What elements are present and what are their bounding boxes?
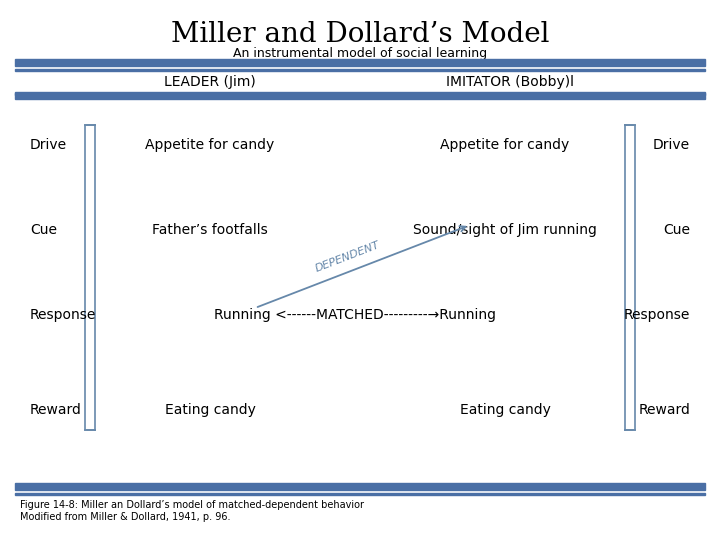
Text: Reward: Reward xyxy=(30,403,82,417)
Bar xyxy=(15,69,705,71)
Text: Father’s footfalls: Father’s footfalls xyxy=(152,223,268,237)
Text: Cue: Cue xyxy=(30,223,57,237)
Bar xyxy=(15,493,705,495)
Text: Eating candy: Eating candy xyxy=(459,403,550,417)
Text: Response: Response xyxy=(30,308,96,322)
Text: Reward: Reward xyxy=(638,403,690,417)
Text: LEADER (Jim): LEADER (Jim) xyxy=(164,75,256,89)
Bar xyxy=(15,93,705,95)
Bar xyxy=(15,92,705,99)
Text: Sound/sight of Jim running: Sound/sight of Jim running xyxy=(413,223,597,237)
Text: Appetite for candy: Appetite for candy xyxy=(441,138,570,152)
Text: Miller and Dollard’s Model: Miller and Dollard’s Model xyxy=(171,22,549,49)
Text: Figure 14-8: Miller an Dollard’s model of matched-dependent behavior: Figure 14-8: Miller an Dollard’s model o… xyxy=(20,500,364,510)
Text: DEPENDENT: DEPENDENT xyxy=(314,240,382,273)
Text: Response: Response xyxy=(624,308,690,322)
Text: Drive: Drive xyxy=(653,138,690,152)
Bar xyxy=(15,483,705,490)
Text: Cue: Cue xyxy=(663,223,690,237)
Text: Running <------MATCHED---------→Running: Running <------MATCHED---------→Running xyxy=(214,308,496,322)
Text: Eating candy: Eating candy xyxy=(165,403,256,417)
Text: Drive: Drive xyxy=(30,138,67,152)
Text: Appetite for candy: Appetite for candy xyxy=(145,138,274,152)
Bar xyxy=(15,59,705,66)
Text: Modified from Miller & Dollard, 1941, p. 96.: Modified from Miller & Dollard, 1941, p.… xyxy=(20,512,230,522)
Text: IMITATOR (Bobby)l: IMITATOR (Bobby)l xyxy=(446,75,574,89)
Text: An instrumental model of social learning: An instrumental model of social learning xyxy=(233,46,487,59)
